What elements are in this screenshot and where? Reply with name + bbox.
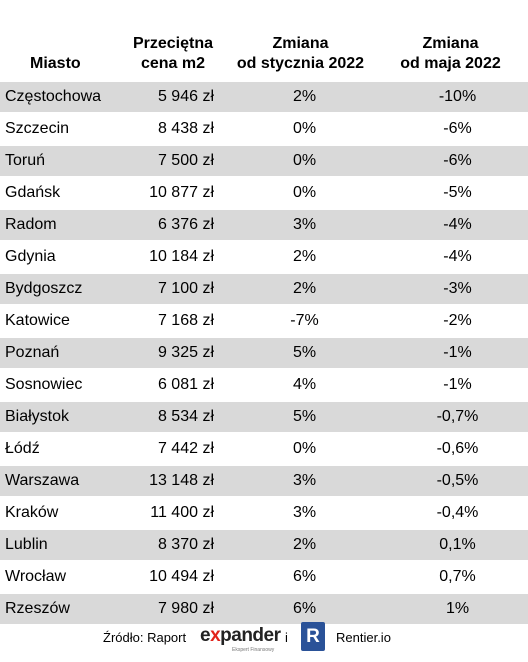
city-cell: Poznań [0, 336, 118, 369]
table-body: Częstochowa 5 946 zł 2% -10% Szczecin 8 438 z… [0, 80, 528, 624]
header-change-may: Zmiana od maja 2022 [400, 35, 501, 72]
city-cell: Gdańsk [0, 176, 118, 209]
city-cell: Gdynia [0, 240, 118, 273]
change-january-cell: 6% [228, 592, 373, 624]
table-row: Szczecin 8 438 zł 0% -6% [0, 112, 528, 145]
city-cell: Częstochowa [0, 80, 118, 113]
table-row: Gdańsk 10 877 zł 0% -5% [0, 176, 528, 209]
change-january-cell: 2% [228, 80, 373, 113]
table-row: Bydgoszcz 7 100 zł 2% -3% [0, 272, 528, 305]
price-cell: 5 946 zł [118, 80, 228, 113]
header-change-january: Zmiana od stycznia 2022 [236, 35, 365, 72]
table-row: Rzeszów 7 980 zł 6% 1% [0, 592, 528, 624]
rentier-logo-text: Rentier.io [336, 630, 391, 645]
price-cell: 8 534 zł [118, 400, 228, 433]
price-cell: 10 494 zł [118, 560, 228, 593]
change-may-cell: -4% [373, 240, 528, 273]
price-cell: 6 376 zł [118, 208, 228, 241]
change-may-cell: -4% [373, 208, 528, 241]
table-row: Radom 6 376 zł 3% -4% [0, 208, 528, 241]
table-row: Białystok 8 534 zł 5% -0,7% [0, 400, 528, 433]
table-row: Sosnowiec 6 081 zł 4% -1% [0, 368, 528, 401]
city-cell: Bydgoszcz [0, 272, 118, 305]
expander-logo: expander Ekspert Finansowy [200, 625, 281, 653]
change-may-cell: 1% [373, 592, 528, 624]
table-row: Kraków 11 400 zł 3% -0,4% [0, 496, 528, 529]
table-header: Miasto Przeciętna cena m2 Zmiana od styczn… [0, 0, 528, 81]
price-cell: 7 100 zł [118, 272, 228, 305]
change-january-cell: 3% [228, 496, 373, 529]
change-may-cell: -2% [373, 304, 528, 337]
change-january-cell: 5% [228, 336, 373, 369]
change-january-cell: 2% [228, 240, 373, 273]
change-january-cell: -7% [228, 304, 373, 337]
table-row: Wrocław 10 494 zł 6% 0,7% [0, 560, 528, 593]
city-cell: Wrocław [0, 560, 118, 593]
change-may-cell: 0,1% [373, 528, 528, 561]
price-cell: 6 081 zł [118, 368, 228, 401]
change-january-cell: 2% [228, 528, 373, 561]
change-january-cell: 4% [228, 368, 373, 401]
city-cell: Białystok [0, 400, 118, 433]
table-row: Katowice 7 168 zł -7% -2% [0, 304, 528, 337]
change-january-cell: 0% [228, 176, 373, 209]
change-january-cell: 3% [228, 464, 373, 497]
change-january-cell: 0% [228, 432, 373, 465]
price-cell: 8 438 zł [118, 112, 228, 145]
rentier-r-icon: R [301, 622, 325, 651]
change-january-cell: 0% [228, 144, 373, 177]
city-cell: Sosnowiec [0, 368, 118, 401]
table-row: Częstochowa 5 946 zł 2% -10% [0, 80, 528, 113]
city-cell: Łódź [0, 432, 118, 465]
change-may-cell: -0,4% [373, 496, 528, 529]
header-city: Miasto [30, 55, 81, 72]
change-may-cell: -1% [373, 336, 528, 369]
change-may-cell: -5% [373, 176, 528, 209]
header-price: Przeciętna cena m2 [132, 35, 214, 72]
change-january-cell: 3% [228, 208, 373, 241]
price-cell: 7 980 zł [118, 592, 228, 624]
city-cell: Katowice [0, 304, 118, 337]
change-may-cell: -6% [373, 144, 528, 177]
change-may-cell: -10% [373, 80, 528, 113]
price-cell: 11 400 zł [118, 496, 228, 529]
table-row: Lublin 8 370 zł 2% 0,1% [0, 528, 528, 561]
change-january-cell: 5% [228, 400, 373, 433]
change-may-cell: -0,7% [373, 400, 528, 433]
city-cell: Toruń [0, 144, 118, 177]
city-cell: Kraków [0, 496, 118, 529]
change-may-cell: -3% [373, 272, 528, 305]
source-footer: Źródło: Raport expander Ekspert Finansowy… [0, 622, 528, 662]
price-table: Miasto Przeciętna cena m2 Zmiana od styczn… [0, 0, 528, 624]
table-row: Toruń 7 500 zł 0% -6% [0, 144, 528, 177]
price-cell: 9 325 zł [118, 336, 228, 369]
price-cell: 7 500 zł [118, 144, 228, 177]
change-may-cell: -0,5% [373, 464, 528, 497]
price-cell: 8 370 zł [118, 528, 228, 561]
table-row: Warszawa 13 148 zł 3% -0,5% [0, 464, 528, 497]
change-may-cell: -1% [373, 368, 528, 401]
conjunction-text: i [285, 630, 288, 645]
city-cell: Warszawa [0, 464, 118, 497]
price-table-container: Miasto Przeciętna cena m2 Zmiana od styczn… [0, 0, 528, 624]
table-row: Poznań 9 325 zł 5% -1% [0, 336, 528, 369]
change-january-cell: 0% [228, 112, 373, 145]
source-label: Źródło: Raport [103, 630, 187, 645]
price-cell: 10 877 zł [118, 176, 228, 209]
table-row: Łódź 7 442 zł 0% -0,6% [0, 432, 528, 465]
change-january-cell: 2% [228, 272, 373, 305]
price-cell: 7 168 zł [118, 304, 228, 337]
price-cell: 13 148 zł [118, 464, 228, 497]
price-cell: 7 442 zł [118, 432, 228, 465]
city-cell: Szczecin [0, 112, 118, 145]
price-cell: 10 184 zł [118, 240, 228, 273]
change-january-cell: 6% [228, 560, 373, 593]
city-cell: Rzeszów [0, 592, 118, 624]
city-cell: Lublin [0, 528, 118, 561]
change-may-cell: 0,7% [373, 560, 528, 593]
change-may-cell: -6% [373, 112, 528, 145]
table-row: Gdynia 10 184 zł 2% -4% [0, 240, 528, 273]
city-cell: Radom [0, 208, 118, 241]
change-may-cell: -0,6% [373, 432, 528, 465]
